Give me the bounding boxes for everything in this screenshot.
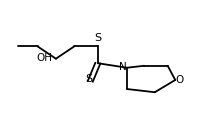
Text: S: S <box>94 33 101 43</box>
Text: N: N <box>119 62 127 72</box>
Text: OH: OH <box>36 53 52 63</box>
Text: O: O <box>175 75 184 85</box>
Text: S: S <box>85 74 92 84</box>
